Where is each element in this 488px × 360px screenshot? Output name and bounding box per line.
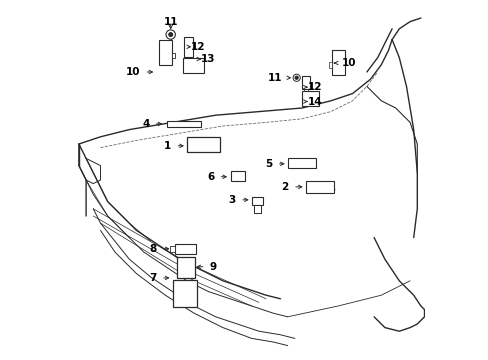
Bar [183, 37, 193, 57]
Text: 10: 10 [125, 67, 140, 77]
Text: 9: 9 [209, 262, 217, 272]
Circle shape [295, 76, 298, 79]
Text: 4: 4 [142, 119, 149, 129]
Circle shape [168, 33, 172, 36]
Text: 13: 13 [201, 54, 215, 64]
Bar [173, 280, 197, 307]
Bar [306, 181, 334, 193]
Text: 10: 10 [341, 58, 355, 68]
Text: 2: 2 [281, 182, 288, 192]
Bar [171, 53, 175, 58]
Text: 1: 1 [163, 141, 171, 151]
Bar [302, 91, 318, 106]
Bar [252, 197, 263, 205]
Bar [331, 50, 344, 75]
Text: 11: 11 [267, 73, 282, 83]
Bar [186, 137, 220, 152]
Text: 12: 12 [190, 42, 204, 52]
Text: 11: 11 [163, 17, 178, 27]
Bar [253, 205, 261, 213]
Text: 8: 8 [149, 244, 156, 254]
Bar [169, 246, 174, 252]
Bar [159, 40, 171, 65]
Bar [230, 171, 244, 181]
Bar [182, 58, 204, 73]
Bar [302, 76, 309, 89]
Text: 3: 3 [228, 195, 235, 205]
Text: 6: 6 [206, 172, 214, 182]
Bar [288, 158, 316, 168]
Text: 5: 5 [265, 159, 272, 169]
Bar [329, 62, 331, 68]
Bar [167, 121, 200, 127]
Text: 12: 12 [307, 82, 322, 92]
Bar [174, 244, 195, 254]
Text: 7: 7 [149, 273, 156, 283]
Bar [177, 257, 194, 278]
Text: 14: 14 [307, 96, 322, 107]
